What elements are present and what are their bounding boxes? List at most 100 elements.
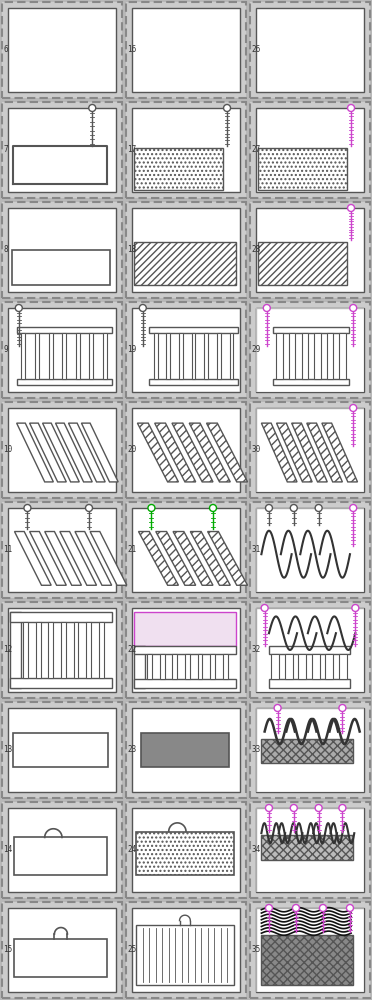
Bar	[8, 508, 116, 592]
Text: 10: 10	[3, 446, 12, 454]
Bar	[256, 708, 364, 792]
Polygon shape	[208, 532, 247, 585]
Bar	[250, 602, 370, 698]
Polygon shape	[55, 423, 92, 482]
Circle shape	[266, 804, 272, 812]
Circle shape	[347, 104, 355, 111]
Bar	[132, 308, 240, 392]
Bar	[149, 379, 238, 385]
Bar	[2, 302, 122, 398]
Bar	[8, 108, 116, 192]
Polygon shape	[189, 423, 230, 482]
Text: 11: 11	[3, 546, 12, 554]
Text: 27: 27	[251, 145, 260, 154]
Bar	[256, 808, 364, 892]
Circle shape	[24, 504, 31, 512]
Text: 9: 9	[3, 346, 7, 355]
Polygon shape	[307, 423, 342, 482]
Bar	[2, 202, 122, 298]
Bar	[8, 208, 116, 292]
Bar	[136, 832, 234, 875]
Circle shape	[261, 604, 268, 611]
Polygon shape	[262, 423, 297, 482]
Bar	[134, 242, 236, 285]
Bar	[103, 333, 107, 379]
Bar	[273, 327, 349, 333]
Bar	[132, 808, 240, 892]
Polygon shape	[173, 532, 213, 585]
Bar	[8, 308, 116, 392]
Bar	[256, 408, 364, 492]
Circle shape	[350, 404, 357, 412]
Circle shape	[290, 804, 297, 812]
Bar	[132, 908, 240, 992]
Text: 22: 22	[127, 646, 136, 654]
Bar	[230, 333, 233, 379]
Bar	[192, 333, 195, 379]
Text: 16: 16	[127, 45, 136, 54]
Circle shape	[148, 504, 155, 512]
Circle shape	[339, 704, 346, 712]
Text: 17: 17	[127, 145, 136, 154]
Bar	[134, 679, 236, 688]
Bar	[154, 333, 157, 379]
Bar	[132, 508, 240, 592]
Bar	[185, 654, 190, 679]
Text: 20: 20	[127, 446, 136, 454]
Bar	[256, 208, 364, 292]
Bar	[126, 902, 246, 998]
Bar	[314, 333, 321, 379]
Bar	[289, 333, 295, 379]
Circle shape	[15, 304, 22, 312]
Bar	[126, 102, 246, 198]
Text: 15: 15	[3, 946, 12, 954]
Bar	[262, 835, 353, 860]
Circle shape	[274, 704, 281, 712]
Bar	[49, 333, 52, 379]
Bar	[132, 108, 240, 192]
Bar	[312, 654, 320, 679]
Text: 35: 35	[251, 946, 260, 954]
Circle shape	[292, 904, 299, 912]
Bar	[256, 8, 364, 92]
Bar	[126, 2, 246, 98]
Bar	[256, 708, 364, 792]
Bar	[339, 333, 346, 379]
Bar	[136, 925, 234, 985]
Bar	[250, 2, 370, 98]
Text: 30: 30	[251, 446, 260, 454]
Bar	[250, 102, 370, 198]
Bar	[256, 508, 364, 592]
Bar	[302, 333, 308, 379]
Bar	[89, 333, 93, 379]
Bar	[149, 327, 238, 333]
Bar	[2, 402, 122, 498]
Bar	[134, 612, 236, 646]
Polygon shape	[81, 423, 118, 482]
Bar	[2, 502, 122, 598]
Bar	[179, 333, 183, 379]
Bar	[2, 702, 122, 798]
Bar	[126, 502, 246, 598]
Circle shape	[89, 104, 96, 111]
Bar	[8, 408, 116, 492]
Bar	[17, 327, 112, 333]
Bar	[126, 702, 246, 798]
Bar	[258, 242, 347, 285]
Bar	[285, 654, 293, 679]
Bar	[262, 935, 353, 985]
Bar	[23, 622, 28, 678]
Polygon shape	[322, 423, 357, 482]
Bar	[86, 622, 91, 678]
Polygon shape	[75, 532, 112, 585]
Bar	[132, 608, 240, 692]
Bar	[126, 602, 246, 698]
Bar	[273, 379, 349, 385]
Bar	[141, 733, 229, 767]
Bar	[48, 622, 53, 678]
Bar	[256, 108, 364, 192]
Bar	[160, 654, 164, 679]
Bar	[126, 402, 246, 498]
Polygon shape	[90, 532, 127, 585]
Bar	[74, 622, 78, 678]
